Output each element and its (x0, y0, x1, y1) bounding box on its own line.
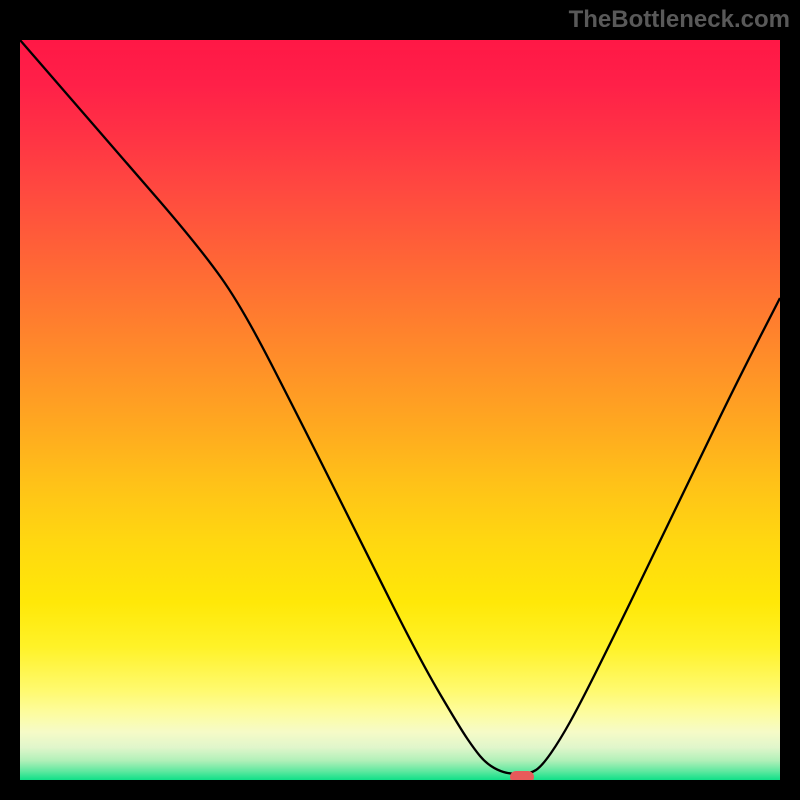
chart-area (20, 40, 780, 780)
chart-background (20, 40, 780, 780)
chart-svg (20, 40, 780, 780)
minimum-marker (510, 771, 534, 780)
watermark-text: TheBottleneck.com (569, 6, 790, 34)
page: TheBottleneck.com (0, 0, 800, 800)
